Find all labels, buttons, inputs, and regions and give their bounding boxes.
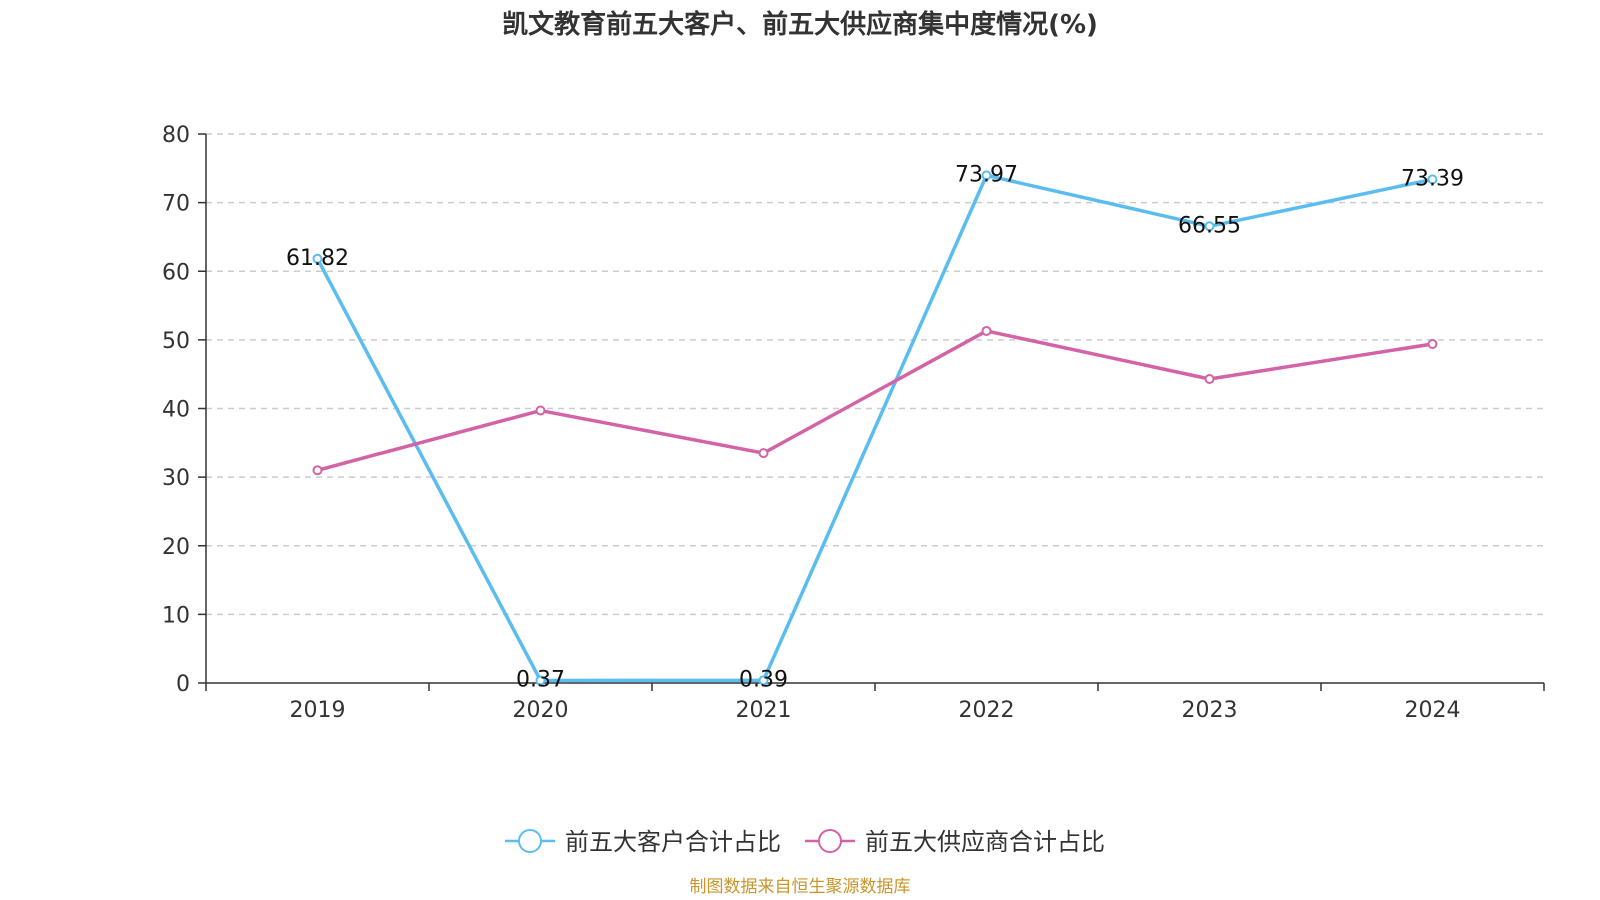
data-label: 0.37 — [516, 667, 565, 692]
data-label: 73.39 — [1401, 166, 1464, 191]
y-tick-label: 50 — [162, 329, 190, 354]
x-tick-label: 2019 — [290, 698, 346, 723]
legend-item-1[interactable]: 前五大供应商合计占比 — [805, 828, 1105, 856]
y-tick-label: 0 — [176, 672, 190, 697]
y-tick-label: 40 — [162, 398, 190, 423]
data-label: 0.39 — [739, 667, 788, 692]
data-point[interactable] — [312, 253, 323, 264]
data-label: 66.55 — [1178, 213, 1241, 238]
y-tick-label: 20 — [162, 535, 190, 560]
x-tick-label: 2024 — [1405, 698, 1461, 723]
data-point[interactable] — [758, 675, 769, 686]
data-point[interactable] — [981, 170, 992, 181]
legend-label: 前五大供应商合计占比 — [865, 828, 1105, 856]
chart-title: 凯文教育前五大客户、前五大供应商集中度情况(%) — [502, 9, 1098, 40]
data-label: 73.97 — [955, 162, 1018, 187]
legend[interactable]: 前五大客户合计占比 前五大供应商合计占比 — [505, 828, 1105, 856]
data-point[interactable] — [981, 325, 992, 336]
axis-layer: 0 10 20 30 40 50 60 70 80 2019 2020 2021 2022 2023 202… — [162, 123, 1545, 723]
x-tick-label: 2021 — [736, 698, 792, 723]
data-point[interactable] — [535, 675, 546, 686]
data-point[interactable] — [1204, 221, 1215, 232]
y-tick-label: 60 — [162, 260, 190, 285]
y-tick-label: 70 — [162, 192, 190, 217]
legend-label: 前五大客户合计占比 — [565, 828, 781, 856]
legend-item-0[interactable]: 前五大客户合计占比 — [505, 828, 781, 856]
legend-marker-icon — [518, 829, 542, 853]
source-note: 制图数据来自恒生聚源数据库 — [690, 877, 911, 897]
y-tick-label: 10 — [162, 603, 190, 628]
y-tick-label: 80 — [162, 123, 190, 148]
data-point[interactable] — [1204, 373, 1215, 384]
grid-layer — [206, 133, 1544, 616]
data-point[interactable] — [1427, 174, 1438, 185]
data-point[interactable] — [312, 465, 323, 476]
x-tick-label: 2023 — [1182, 698, 1238, 723]
x-tick-label: 2022 — [959, 698, 1015, 723]
series-line-0 — [315, 173, 1435, 683]
label-layer: 61.82 0.37 0.39 73.97 66.55 73.39 — [286, 162, 1464, 692]
data-point[interactable] — [758, 448, 769, 459]
data-point[interactable] — [535, 405, 546, 416]
data-label: 61.82 — [286, 246, 349, 271]
data-point[interactable] — [1427, 338, 1438, 349]
series-line-1 — [315, 329, 1435, 473]
series-layer — [312, 170, 1438, 686]
legend-marker-icon — [818, 829, 842, 853]
x-tick-label: 2020 — [513, 698, 569, 723]
y-tick-label: 30 — [162, 466, 190, 491]
